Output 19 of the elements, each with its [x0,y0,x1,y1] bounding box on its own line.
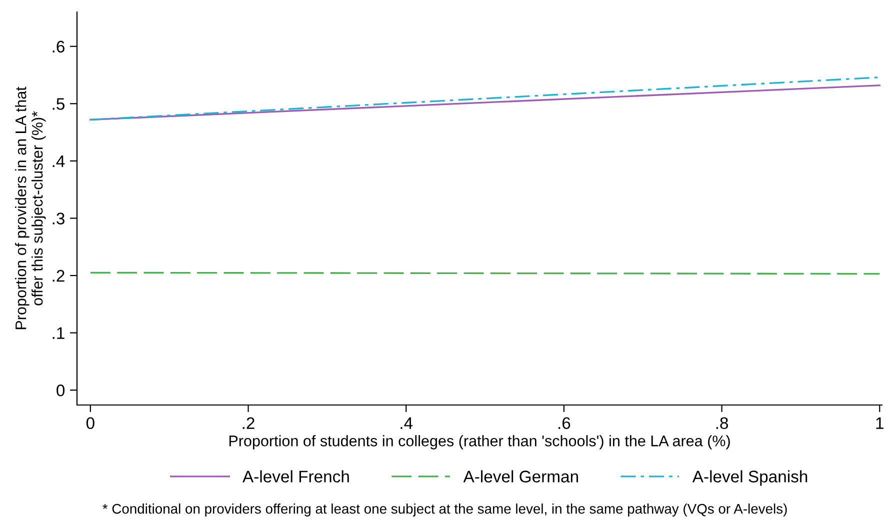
y-tick-label: .4 [52,156,65,167]
x-tick-label: .4 [400,417,413,429]
text: * Conditional on providers offering at least one subject at the same level, in the same pathway (VQs or A-levels) [102,504,787,516]
x-axis-title: Proportion of students in colleges (rather than 'schools') in the LA area (%) [229,435,730,450]
x-tick-label: 1 [876,417,884,429]
y-tick-label: .6 [52,40,64,53]
y-tick-label: 0 [56,384,65,396]
y-tick-label: .3 [52,212,64,224]
x-tick-label: .2 [242,417,254,429]
x-tick-label: .6 [558,417,570,430]
y-tick-label: .1 [52,327,64,339]
legend-label: A-level Spanish [692,470,808,486]
y-tick-label: .2 [52,270,64,282]
x-tick-label: 0 [86,417,94,430]
y-tick-label: .5 [52,98,64,110]
x-tick-label: .8 [716,417,728,430]
y-axis-title: Proportion of providers in an LA that offer this subject-cluster (%)* [15,86,46,330]
legend-label: A-level French [242,470,349,482]
legend-label: A-level German [463,470,578,482]
